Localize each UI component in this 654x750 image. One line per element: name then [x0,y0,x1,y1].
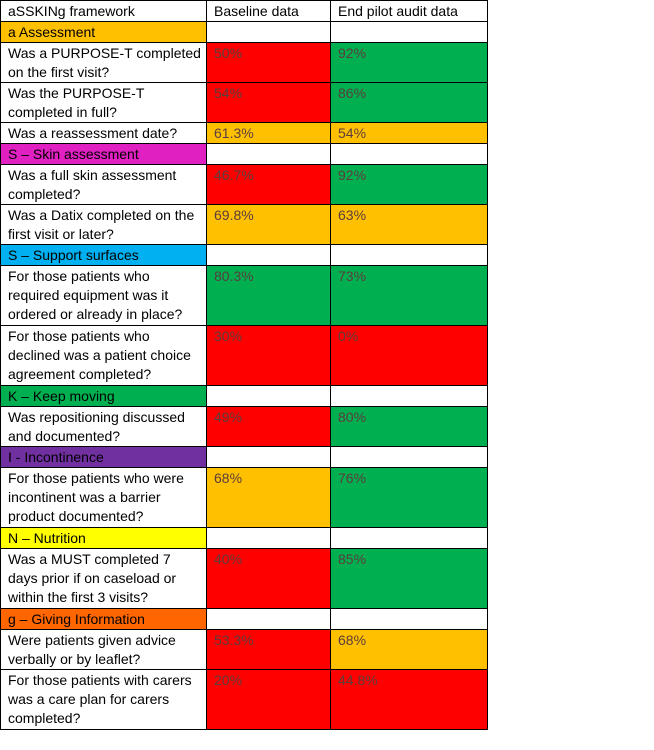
baseline-cell: 20% [206,669,331,730]
question-cell: Was a MUST completed 7 days prior if on … [0,548,207,609]
question-cell: Were patients given advice verbally or b… [0,629,207,670]
section-title: N – Nutrition [0,527,207,549]
baseline-cell: 49% [206,406,331,447]
question-cell: Was a full skin assessment completed? [0,164,207,205]
table-row: Was a MUST completed 7 days prior if on … [0,548,488,609]
baseline-cell: 80.3% [206,265,331,326]
table-row: Was a reassessment date? 61.3% 54% [0,122,488,144]
section-row-support-surfaces: S – Support surfaces [0,244,488,266]
section-title: g – Giving Information [0,608,207,630]
end-pilot-cell: 54% [330,122,488,144]
question-cell: For those patients who declined was a pa… [0,325,207,386]
table-row: For those patients who were incontinent … [0,467,488,528]
question-cell: Was a reassessment date? [0,122,207,144]
section-title: S – Skin assessment [0,143,207,165]
section-row-incontinence: I - Incontinence [0,446,488,468]
end-pilot-cell: 76% [330,467,488,528]
question-cell: Was a Datix completed on the first visit… [0,204,207,245]
table-row: For those patients who declined was a pa… [0,325,488,386]
table-row: Was the PURPOSE-T completed in full? 54%… [0,82,488,123]
end-pilot-cell: 86% [330,82,488,123]
end-pilot-column-header: End pilot audit data [330,0,488,22]
end-pilot-cell: 85% [330,548,488,609]
section-title: a Assessment [0,21,207,43]
end-pilot-cell: 68% [330,629,488,670]
baseline-cell: 68% [206,467,331,528]
baseline-cell: 61.3% [206,122,331,144]
section-row-assessment: a Assessment [0,21,488,43]
baseline-column-header: Baseline data [206,0,331,22]
asskin-audit-table: aSSKINg framework Baseline data End pilo… [0,0,488,730]
baseline-cell: 69.8% [206,204,331,245]
baseline-cell: 50% [206,42,331,83]
baseline-cell: 40% [206,548,331,609]
table-row: Was a full skin assessment completed? 46… [0,164,488,205]
end-pilot-cell: 92% [330,164,488,205]
end-pilot-cell: 44.8% [330,669,488,730]
question-cell: Was a PURPOSE-T completed on the first v… [0,42,207,83]
question-cell: Was the PURPOSE-T completed in full? [0,82,207,123]
table-row: Was a Datix completed on the first visit… [0,204,488,245]
section-row-keep-moving: K – Keep moving [0,385,488,407]
question-cell: For those patients who required equipmen… [0,265,207,326]
table-row: Was repositioning discussed and document… [0,406,488,447]
section-row-nutrition: N – Nutrition [0,527,488,549]
table-row: Were patients given advice verbally or b… [0,629,488,670]
section-title: S – Support surfaces [0,244,207,266]
header-row: aSSKINg framework Baseline data End pilo… [0,0,488,22]
table-row: Was a PURPOSE-T completed on the first v… [0,42,488,83]
section-row-giving-information: g – Giving Information [0,608,488,630]
end-pilot-cell: 92% [330,42,488,83]
baseline-cell: 30% [206,325,331,386]
baseline-cell: 53.3% [206,629,331,670]
question-cell: For those patients who were incontinent … [0,467,207,528]
framework-column-header: aSSKINg framework [0,0,207,22]
section-row-skin-assessment: S – Skin assessment [0,143,488,165]
end-pilot-cell: 63% [330,204,488,245]
baseline-cell: 54% [206,82,331,123]
end-pilot-cell: 73% [330,265,488,326]
section-title: I - Incontinence [0,446,207,468]
table-row: For those patients with carers was a car… [0,669,488,730]
end-pilot-cell: 80% [330,406,488,447]
end-pilot-cell: 0% [330,325,488,386]
baseline-cell: 46.7% [206,164,331,205]
question-cell: Was repositioning discussed and document… [0,406,207,447]
section-title: K – Keep moving [0,385,207,407]
table-row: For those patients who required equipmen… [0,265,488,326]
question-cell: For those patients with carers was a car… [0,669,207,730]
